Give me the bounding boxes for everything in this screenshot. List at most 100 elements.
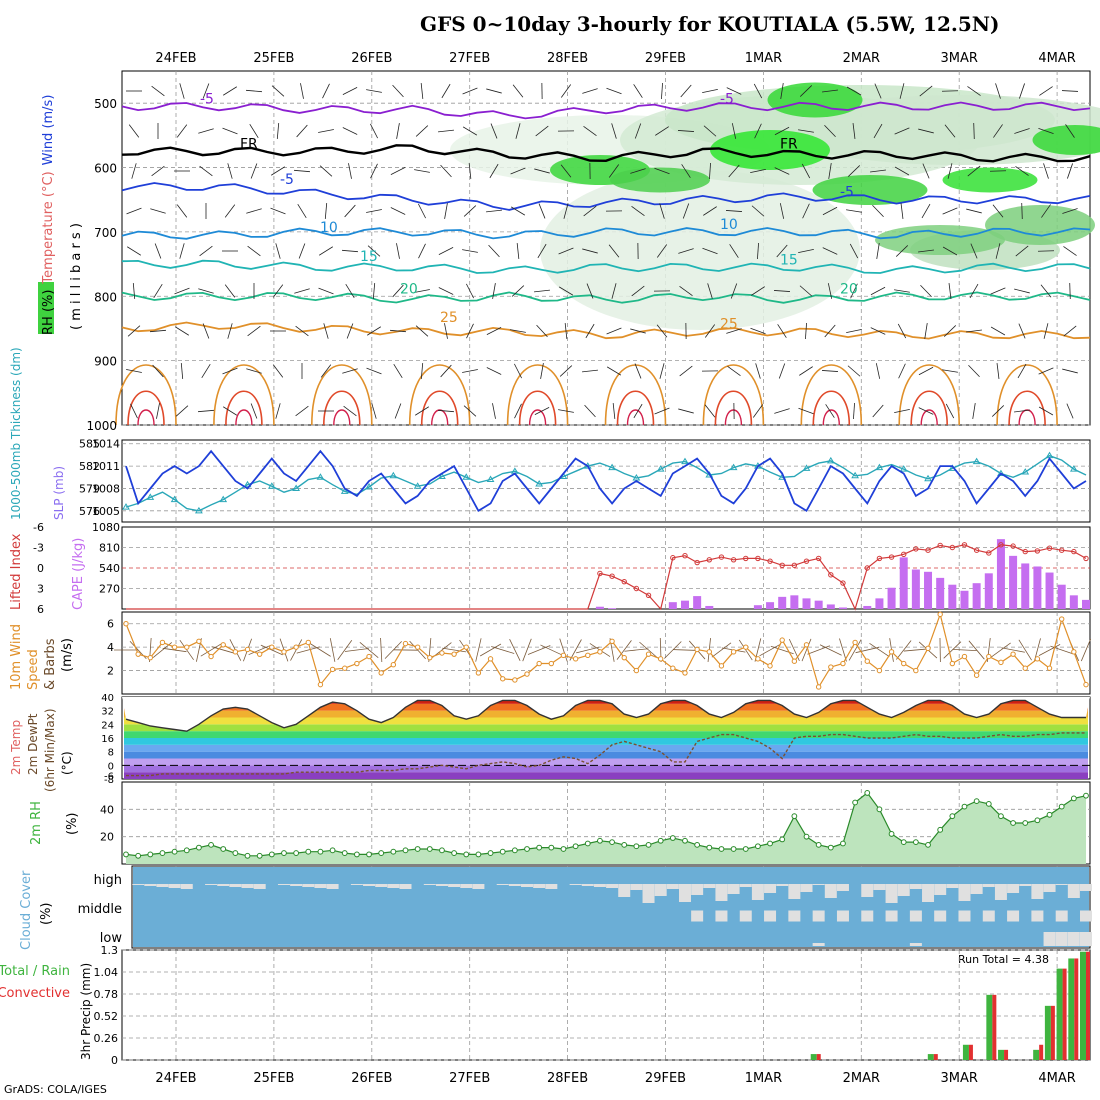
- wind-barb: [370, 123, 378, 139]
- thickness-marker: [535, 480, 544, 487]
- temp-tick-label: 24: [101, 720, 114, 731]
- wind-barb: [418, 203, 426, 219]
- rh-marker: [256, 852, 263, 859]
- cape-bar: [972, 583, 981, 609]
- date-tick-label: 25FEB: [253, 1071, 294, 1086]
- wind-barb: [731, 123, 737, 139]
- wind-barb: [576, 646, 600, 654]
- wind-barb: [223, 86, 237, 96]
- wind-barb: [249, 124, 259, 138]
- wind-barb: [709, 162, 711, 180]
- wind-barb: [679, 365, 693, 377]
- wind-barb: [1061, 90, 1079, 92]
- wind-barb: [726, 87, 742, 95]
- wind-barb: [537, 243, 547, 259]
- pressure-tick-label: 700: [94, 226, 117, 240]
- cloud-middle: [1055, 910, 1068, 922]
- wind-tick-label: 6: [107, 618, 114, 631]
- thickness-marker: [146, 493, 155, 500]
- cloud-high: [375, 884, 388, 887]
- cloud-high: [812, 884, 825, 885]
- rh-marker: [499, 848, 506, 855]
- wind-barb: [777, 324, 787, 338]
- thickness-marker: [729, 463, 738, 471]
- wind-speed-marker: [1034, 656, 1041, 662]
- lifted-index-marker: [645, 592, 652, 599]
- wind-speed-marker: [621, 654, 627, 661]
- temp-band: [124, 772, 1088, 779]
- wind-barb: [799, 285, 813, 297]
- cloud-high: [909, 884, 922, 889]
- wind-barb: [492, 283, 496, 299]
- isotherm-line: [121, 291, 1091, 304]
- rh-marker: [706, 844, 713, 851]
- rh-marker: [645, 841, 652, 848]
- wind-barb: [127, 246, 141, 256]
- wind-barb: [444, 203, 448, 219]
- cloud-high: [654, 884, 667, 896]
- rh-marker: [657, 837, 664, 844]
- cloud-level-label: low: [100, 931, 123, 946]
- temp-line: [125, 699, 1086, 732]
- thickness-marker: [438, 472, 446, 480]
- wind-barb: [755, 363, 761, 379]
- slp-tick-label: 1005: [92, 505, 120, 518]
- cloud-middle: [982, 910, 995, 922]
- precip-total-bar: [1056, 968, 1063, 1060]
- wind-barb: [822, 206, 838, 216]
- precip-total-label: Total / Rain: [0, 964, 70, 979]
- wind-barb: [512, 84, 524, 98]
- grads-credit: GrADS: COLA/IGES: [4, 1083, 107, 1096]
- wind-barb: [151, 165, 165, 177]
- wind-barb: [409, 640, 426, 660]
- cape-bar: [863, 605, 872, 609]
- wind-barb: [680, 84, 692, 98]
- wind-speed-marker: [791, 658, 798, 664]
- wind-barb: [1043, 163, 1049, 179]
- rh-marker: [682, 837, 688, 844]
- wind-barb: [276, 122, 280, 140]
- wind-barb: [1062, 208, 1078, 214]
- wind-barb: [968, 364, 980, 378]
- temp-ylabel: 2m DewPt: [26, 713, 40, 775]
- wind-barb: [633, 403, 643, 419]
- cloud-high: [1055, 884, 1068, 885]
- cloud-high: [824, 884, 837, 898]
- wind-barb: [774, 126, 790, 136]
- wind-barb: [319, 246, 333, 256]
- wind-barb: [1040, 284, 1052, 298]
- wind-barb: [342, 368, 358, 374]
- slp-line: [125, 449, 1087, 513]
- wind-barb: [947, 163, 953, 179]
- wind-barb: [586, 283, 594, 299]
- rh-marker: [754, 843, 761, 850]
- isotherm-loop: [616, 390, 655, 426]
- wind-barb: [366, 367, 382, 375]
- isotherm-loop: [235, 409, 253, 426]
- date-tick-label: 26FEB: [351, 1071, 392, 1086]
- pressure-tick-label: 500: [94, 97, 117, 111]
- wind-barb: [798, 129, 814, 133]
- wind-barb: [852, 123, 856, 139]
- wind-barb: [272, 284, 284, 298]
- wind-speed-marker: [560, 652, 567, 659]
- date-tick-label: 28FEB: [547, 1071, 588, 1086]
- thickness-tick-label: 579: [79, 482, 100, 495]
- rh-marker: [572, 843, 579, 850]
- wind-barb: [967, 86, 981, 96]
- temp-band: [124, 758, 1088, 766]
- wind-barb: [848, 639, 862, 661]
- wind-barb: [367, 326, 381, 336]
- wind-barb: [466, 323, 474, 339]
- wind-barb: [678, 408, 694, 414]
- wind-barb: [876, 243, 880, 259]
- wind-barb: [608, 164, 620, 178]
- wind-barb: [415, 406, 429, 416]
- lifted-index-marker: [828, 572, 834, 578]
- wind-barb: [704, 324, 716, 338]
- wind-speed-marker: [244, 646, 251, 653]
- wind-barb: [126, 207, 142, 215]
- wind-barb: [993, 124, 1003, 138]
- cape-bar: [753, 605, 762, 609]
- temp-band: [124, 744, 1088, 752]
